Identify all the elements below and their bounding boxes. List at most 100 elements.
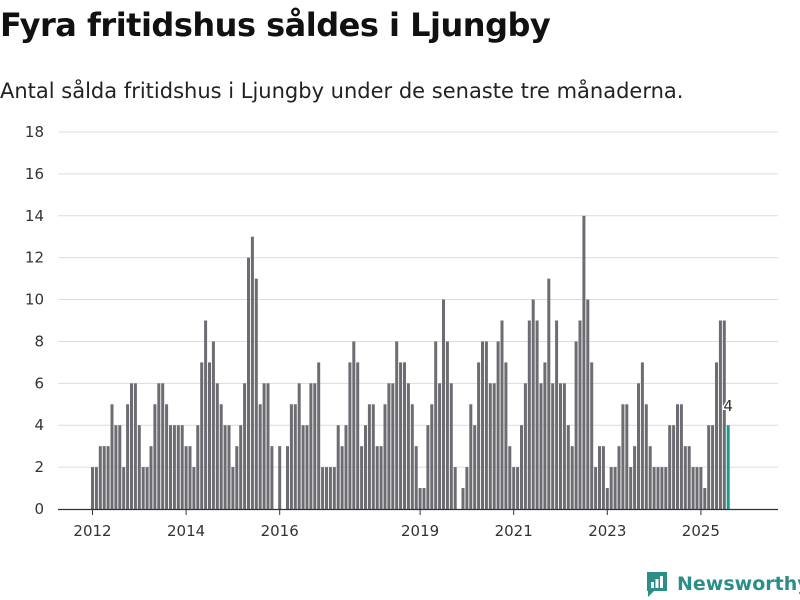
bar — [328, 467, 332, 509]
bar — [488, 383, 492, 509]
bar — [352, 341, 356, 509]
bar — [566, 425, 570, 509]
bar — [360, 446, 364, 509]
bar — [445, 341, 449, 509]
y-axis-ticks: 0 2 4 6 8 10 12 14 16 18 — [25, 123, 44, 518]
bar — [418, 488, 422, 509]
bar — [578, 320, 582, 509]
y-tick-label: 4 — [34, 416, 44, 434]
chart-subtitle: Antal sålda fritidshus i Ljungby under d… — [0, 79, 684, 103]
y-tick-label: 10 — [25, 291, 44, 309]
bar — [520, 425, 523, 509]
bar — [555, 320, 559, 509]
bar — [539, 383, 543, 509]
bar — [442, 299, 445, 509]
bar — [551, 383, 555, 509]
bar — [449, 383, 453, 509]
bar — [317, 362, 321, 509]
bar — [699, 467, 703, 509]
bar — [434, 341, 438, 509]
bar — [110, 404, 114, 509]
bar — [660, 467, 664, 509]
y-tick-label: 14 — [25, 207, 44, 225]
bar — [722, 320, 726, 509]
bar — [594, 467, 598, 509]
bar — [559, 383, 562, 509]
bar — [683, 446, 687, 509]
bar — [375, 446, 379, 509]
y-tick-label: 12 — [25, 249, 44, 267]
bar — [371, 404, 375, 509]
bar — [364, 425, 367, 509]
bar — [391, 383, 395, 509]
bar — [718, 320, 722, 509]
bar — [679, 404, 683, 509]
bar — [383, 404, 387, 509]
chart-title: Fyra fritidshus såldes i Ljungby — [0, 6, 551, 44]
bar — [309, 383, 313, 509]
bar — [399, 362, 403, 509]
bar — [98, 446, 102, 509]
last-value-label: 4 — [723, 397, 733, 415]
bar — [247, 257, 250, 509]
bar — [208, 362, 211, 509]
bar — [477, 362, 481, 509]
bar — [703, 488, 707, 509]
bar — [676, 404, 679, 509]
bar — [204, 320, 208, 509]
bar — [184, 446, 188, 509]
bar — [574, 341, 578, 509]
brand-name: Newsworthy — [677, 573, 800, 595]
bar — [180, 425, 184, 509]
bar — [348, 362, 352, 509]
bar — [106, 446, 110, 509]
bar — [527, 320, 531, 509]
bar — [262, 383, 266, 509]
bar — [211, 341, 215, 509]
bar — [695, 467, 699, 509]
bar — [270, 446, 274, 509]
bar — [254, 278, 258, 509]
bar-chart-speech-bubble-icon — [647, 572, 667, 597]
bar — [149, 446, 153, 509]
x-tick-label: 2016 — [261, 522, 299, 540]
bar — [301, 425, 305, 509]
bar — [422, 488, 426, 509]
gridlines — [58, 131, 778, 468]
x-tick-label: 2025 — [682, 522, 720, 540]
bar — [484, 341, 488, 509]
bar — [500, 320, 504, 509]
bar — [239, 425, 243, 509]
bar — [91, 467, 94, 509]
bar-highlight — [726, 425, 730, 509]
bar — [250, 236, 254, 509]
bar — [687, 446, 691, 509]
bar — [344, 425, 348, 509]
bar — [176, 425, 180, 509]
bar — [492, 383, 496, 509]
bar — [321, 467, 325, 509]
bars — [91, 215, 730, 509]
bar — [297, 383, 301, 509]
bar — [621, 404, 625, 509]
bar — [465, 467, 469, 509]
bar — [586, 299, 590, 509]
bar — [547, 278, 551, 509]
bar — [562, 383, 566, 509]
bar — [473, 425, 477, 509]
bar — [406, 383, 410, 509]
bar — [640, 362, 644, 509]
bar — [516, 467, 520, 509]
bar — [668, 425, 672, 509]
bar — [293, 404, 297, 509]
bar — [652, 467, 656, 509]
bar — [305, 425, 309, 509]
y-tick-label: 2 — [34, 458, 44, 476]
bar — [629, 467, 633, 509]
x-tick-label: 2021 — [495, 522, 533, 540]
bar — [243, 383, 247, 509]
y-tick-label: 6 — [34, 374, 44, 392]
bar — [145, 467, 149, 509]
bar — [325, 467, 328, 509]
x-tick-label: 2012 — [73, 522, 111, 540]
